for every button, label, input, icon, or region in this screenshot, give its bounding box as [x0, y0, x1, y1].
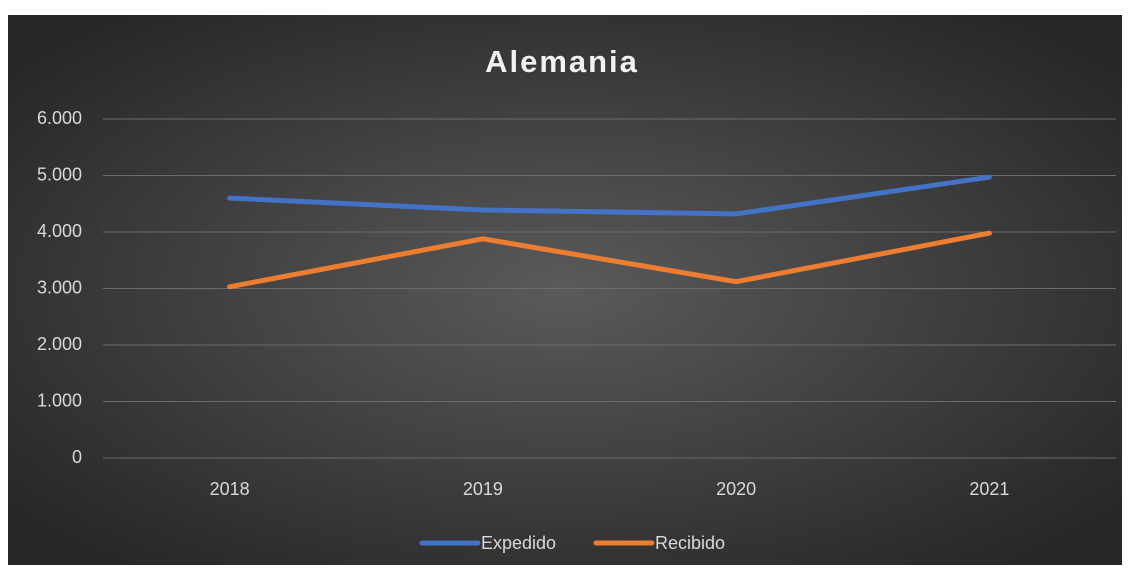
x-tick-label: 2020: [716, 479, 756, 499]
legend-label: Recibido: [655, 533, 725, 553]
series-line: [227, 174, 992, 217]
chart-background: [8, 15, 1122, 565]
y-tick-label: 6.000: [37, 108, 82, 128]
chart-title: Alemania: [485, 44, 639, 79]
y-tick-label: 1.000: [37, 390, 82, 410]
y-tick-label: 2.000: [37, 334, 82, 354]
y-tick-label: 0: [72, 447, 82, 467]
series-line: [227, 230, 992, 290]
y-tick-label: 5.000: [37, 164, 82, 184]
x-tick-label: 2019: [463, 479, 503, 499]
y-tick-label: 3.000: [37, 277, 82, 297]
x-tick-label: 2018: [210, 479, 250, 499]
x-tick-label: 2021: [969, 479, 1009, 499]
y-tick-label: 4.000: [37, 221, 82, 241]
legend-label: Expedido: [481, 533, 556, 553]
